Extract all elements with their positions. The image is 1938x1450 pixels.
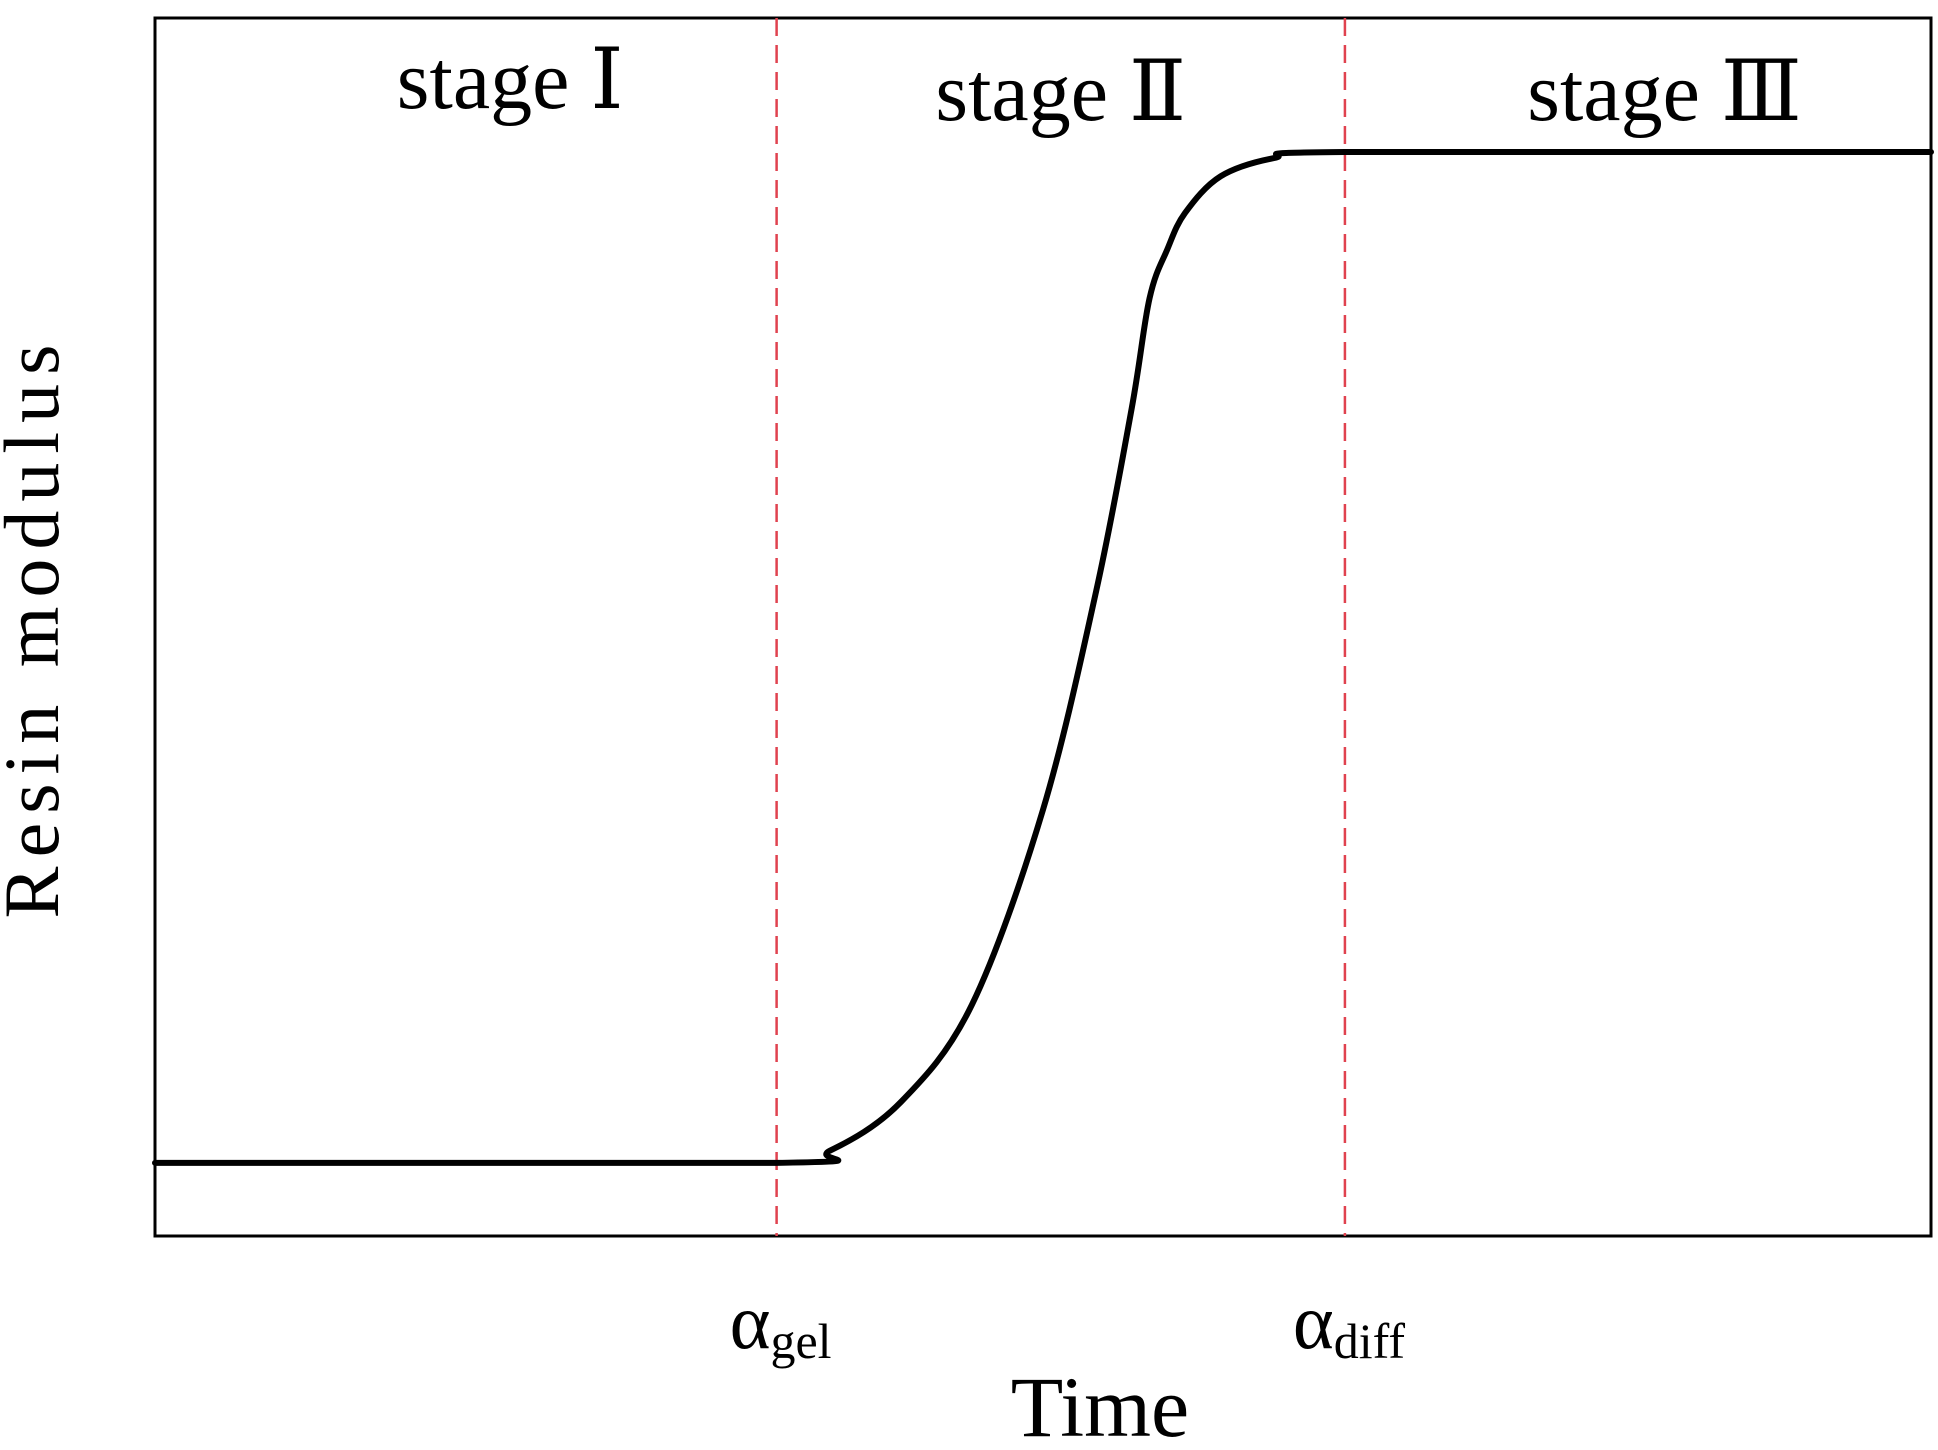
y-axis-title: Resin modulus	[0, 336, 75, 919]
marker-labels: αgel αdiff	[730, 1278, 1406, 1369]
stage-label-3: stage Ⅲ	[1527, 46, 1802, 139]
stage-label-2: stage Ⅱ	[935, 46, 1186, 139]
marker-subscript: gel	[770, 1313, 831, 1369]
marker-subscript: diff	[1334, 1313, 1406, 1369]
marker-symbol: α	[730, 1278, 771, 1365]
marker-label-gel: αgel	[730, 1278, 832, 1369]
plot-frame	[153, 16, 1933, 1238]
marker-lines	[775, 18, 1347, 1236]
stage-label-1: stage Ⅰ	[397, 34, 624, 127]
x-axis-title: Time	[1011, 1359, 1189, 1450]
modulus-curve-line	[152, 148, 1934, 1166]
marker-label-diff: αdiff	[1293, 1278, 1406, 1369]
marker-symbol: α	[1293, 1278, 1334, 1365]
stage-labels: stage Ⅰ stage Ⅱ stage Ⅲ	[397, 34, 1802, 139]
